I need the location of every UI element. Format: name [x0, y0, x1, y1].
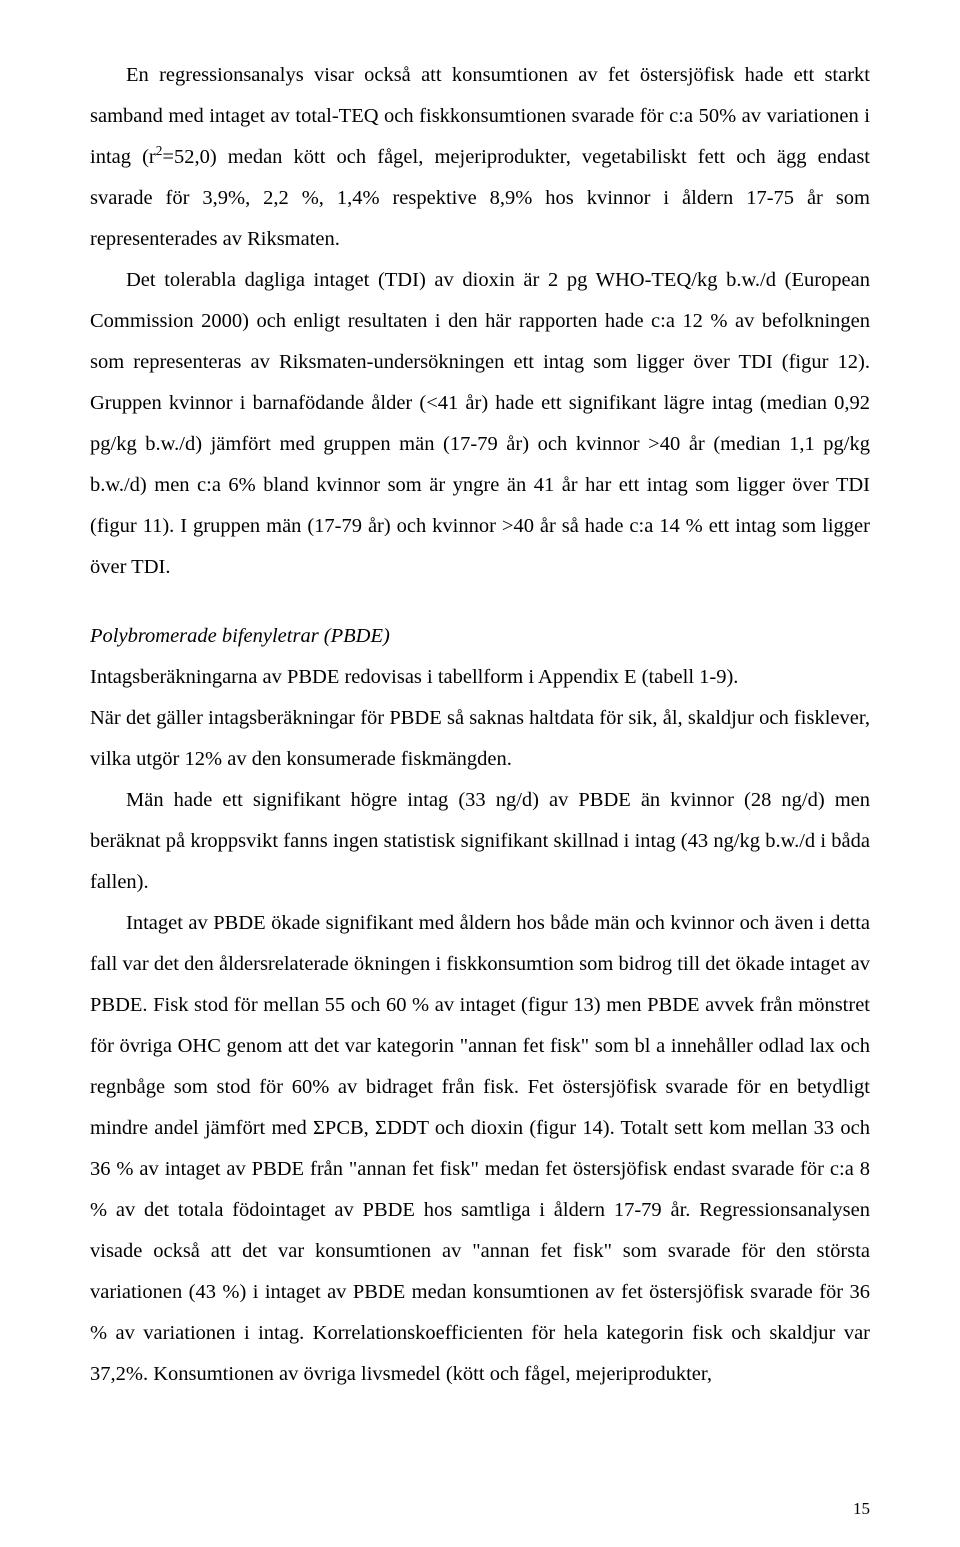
paragraph-4: När det gäller intagsberäkningar för PBD…	[90, 698, 870, 780]
paragraph-1: En regressionsanalys visar också att kon…	[90, 55, 870, 260]
page-number: 15	[853, 1499, 870, 1519]
paragraph-1-post: =52,0) medan kött och fågel, mejeriprodu…	[90, 146, 870, 250]
paragraph-5: Män hade ett signifikant högre intag (33…	[90, 780, 870, 903]
paragraph-6: Intaget av PBDE ökade signifikant med ål…	[90, 903, 870, 1395]
document-page: En regressionsanalys visar också att kon…	[0, 0, 960, 1547]
section-heading-pbde: Polybromerade bifenyletrar (PBDE)	[90, 616, 870, 657]
paragraph-3: Intagsberäkningarna av PBDE redovisas i …	[90, 657, 870, 698]
paragraph-2: Det tolerabla dagliga intaget (TDI) av d…	[90, 260, 870, 588]
paragraph-gap	[90, 588, 870, 616]
